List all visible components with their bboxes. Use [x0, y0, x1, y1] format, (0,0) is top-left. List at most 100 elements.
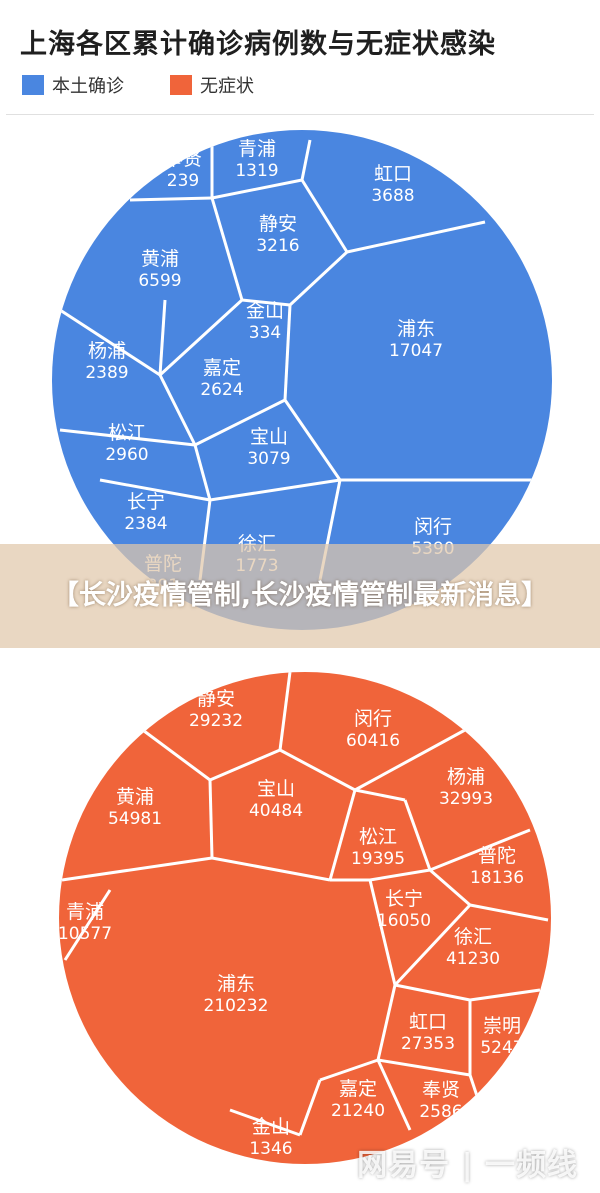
- legend-item-asymptomatic[interactable]: 无症状: [170, 72, 254, 98]
- cell-value-label: 6599: [138, 271, 181, 291]
- cell-value-label: 17047: [389, 341, 443, 361]
- cell-name-label: 闵行: [354, 708, 392, 730]
- cell-name-label: 宝山: [257, 778, 295, 800]
- cell-name-label: 黄浦: [141, 248, 179, 270]
- cell-border: [139, 726, 211, 782]
- cell-name-label: 徐汇: [454, 926, 492, 948]
- cell-value-label: 1346: [249, 1139, 292, 1159]
- news-banner[interactable]: 【长沙疫情管制,长沙疫情管制最新消息】: [0, 544, 600, 648]
- cell-border: [394, 983, 471, 1002]
- cell-border: [300, 139, 312, 181]
- cell-name-label: 青浦: [66, 901, 104, 923]
- series-disk-1: [59, 672, 551, 1164]
- cell-value-label: 2586: [419, 1102, 462, 1122]
- cell-border: [376, 1059, 412, 1131]
- cell-value-label: 3079: [247, 449, 290, 469]
- cell-border: [368, 879, 397, 986]
- cell-value-label: 3216: [256, 236, 299, 256]
- cell-value-label: 5247: [480, 1038, 523, 1058]
- cell-name-label: 松江: [108, 422, 146, 444]
- chart-legend: 本土确诊 无症状: [22, 72, 254, 98]
- cell-name-label: 浦东: [397, 318, 435, 340]
- cell-name-label: 闵行: [414, 516, 452, 538]
- cell-value-label: 2389: [85, 363, 128, 383]
- cell-border: [346, 220, 486, 254]
- cell-name-label: 青浦: [238, 138, 276, 160]
- cell-value-label: 27353: [401, 1034, 455, 1054]
- cell-borders-0: [59, 139, 545, 581]
- cell-border: [63, 889, 112, 961]
- cell-border: [283, 399, 342, 481]
- legend-item-confirmed[interactable]: 本土确诊: [22, 72, 124, 98]
- cell-border: [328, 789, 357, 881]
- cell-value-label: 32993: [439, 789, 493, 809]
- cell-border: [61, 856, 213, 882]
- cell-border: [99, 478, 211, 502]
- cell-name-label: 长宁: [127, 491, 165, 513]
- cell-border: [210, 197, 244, 301]
- cell-value-label: 334: [249, 323, 281, 343]
- cell-border: [429, 828, 531, 872]
- cell-border: [208, 779, 214, 859]
- cell-name-label: 杨浦: [447, 766, 485, 788]
- cell-border: [469, 988, 541, 1002]
- cell-value-label: 29232: [189, 711, 243, 731]
- cell-border: [369, 868, 431, 882]
- legend-label-confirmed: 本土确诊: [52, 76, 124, 97]
- cell-value-label: 41230: [446, 949, 500, 969]
- cell-value-label: 40484: [249, 801, 303, 821]
- cell-name-label: 静安: [197, 688, 235, 710]
- legend-swatch-asymptomatic: [170, 75, 192, 95]
- cell-border: [229, 1108, 301, 1137]
- cell-name-label: 普陀: [478, 845, 516, 867]
- cell-border: [241, 298, 291, 307]
- cell-border: [211, 178, 303, 200]
- cell-name-label: 虹口: [374, 163, 412, 185]
- cell-borders-1: [61, 672, 549, 1137]
- cell-border: [59, 308, 161, 377]
- cell-name-label: 静安: [259, 213, 297, 235]
- cell-border: [298, 1079, 322, 1136]
- cell-border: [158, 299, 167, 376]
- cell-border: [59, 428, 196, 447]
- cell-value-label: 19395: [351, 849, 405, 869]
- cell-border: [194, 398, 286, 447]
- cell-value-label: 21240: [331, 1101, 385, 1121]
- cell-value-label: 1319: [235, 161, 278, 181]
- cell-value-label: 3688: [371, 186, 414, 206]
- cell-border: [288, 250, 349, 307]
- cell-name-label: 松江: [359, 826, 397, 848]
- cell-name-label: 嘉定: [203, 357, 241, 379]
- legend-swatch-confirmed: [22, 75, 44, 95]
